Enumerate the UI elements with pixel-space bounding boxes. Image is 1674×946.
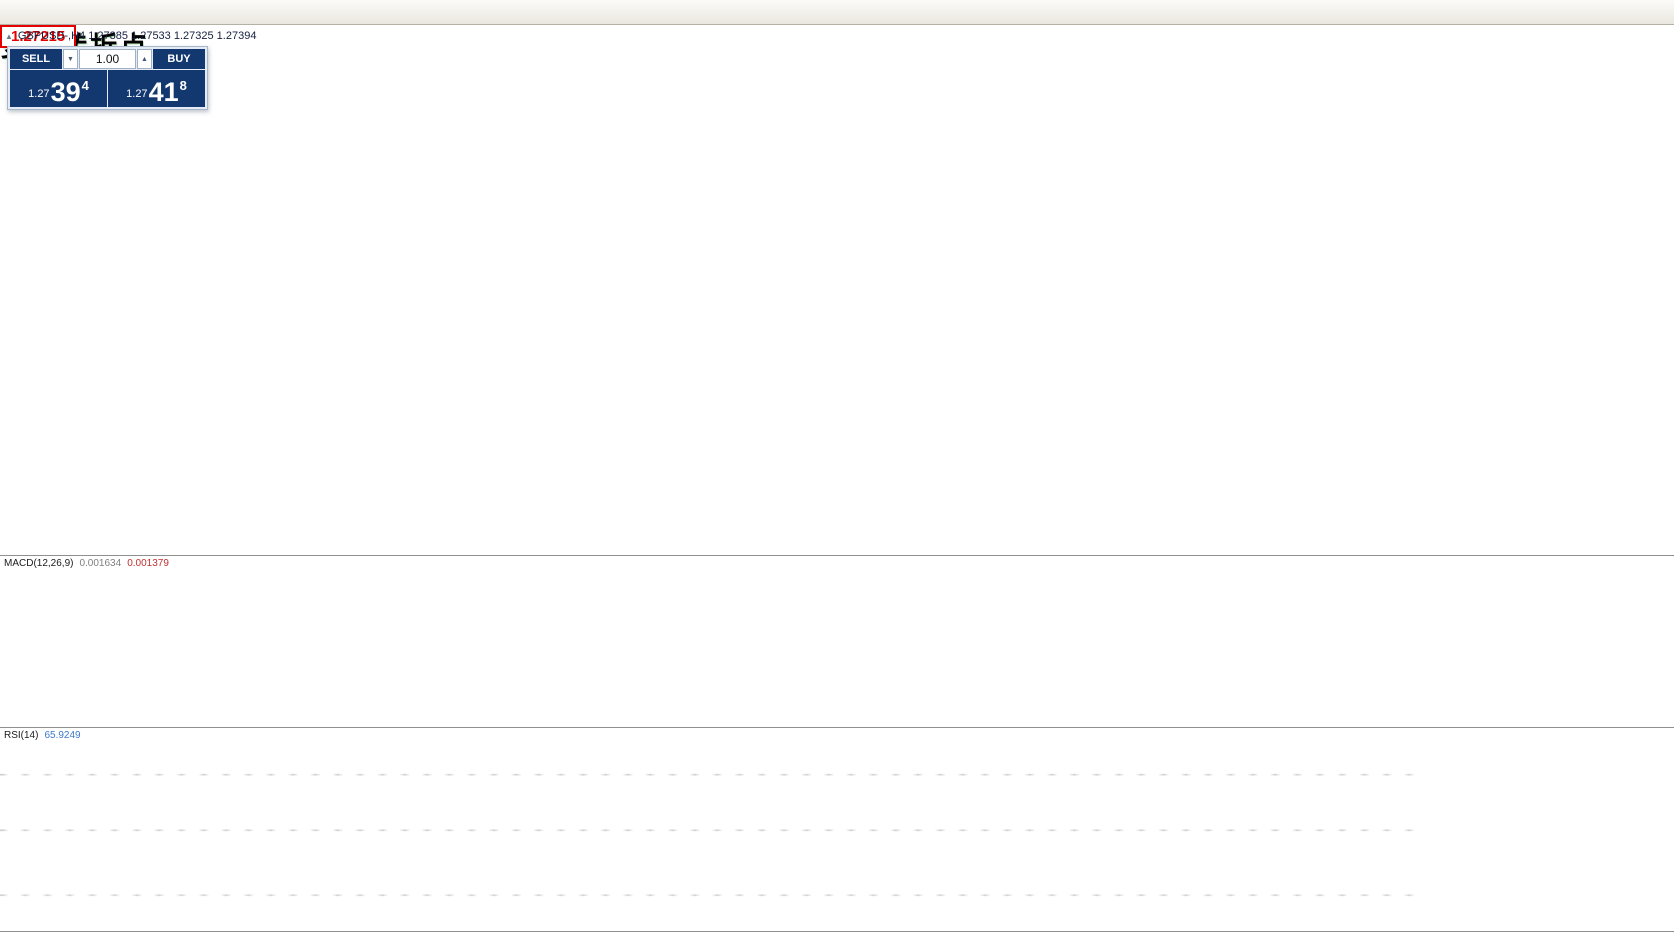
buy-button[interactable]: BUY <box>153 49 205 69</box>
buy-price-big: 41 <box>148 77 179 107</box>
volume-decrease-button[interactable]: ▼ <box>63 49 78 69</box>
rsi-value: 65.9249 <box>44 730 81 741</box>
macd-label: MACD(12,26,9) <box>4 558 74 569</box>
volume-input[interactable]: 1.00 <box>79 49 136 69</box>
buy-price-sup: 8 <box>179 78 187 93</box>
macd-header: MACD(12,26,9) 0.001634 0.001379 <box>4 558 169 569</box>
volume-increase-button[interactable]: ▲ <box>137 49 152 69</box>
sell-price-prefix: 1.27 <box>28 88 50 100</box>
time-axis[interactable] <box>0 931 1674 946</box>
buy-price-prefix: 1.27 <box>126 88 148 100</box>
macd-value-signal: 0.001379 <box>127 558 169 569</box>
macd-value-main: 0.001634 <box>79 558 122 569</box>
sell-price-big: 39 <box>50 77 81 107</box>
sell-price-display[interactable]: 1.27 39 4 <box>10 70 107 107</box>
one-click-trading-panel: SELL ▼ 1.00 ▲ BUY 1.27 39 4 1.27 41 8 <box>7 46 208 110</box>
chart-header: ▲ GBPUSD-,H4 1.27385 1.27533 1.27325 1.2… <box>5 30 256 42</box>
rsi-label: RSI(14) <box>4 730 39 741</box>
buy-price-display[interactable]: 1.27 41 8 <box>108 70 205 107</box>
macd-indicator-panel: MACD(12,26,9) 0.001634 0.001379 <box>0 555 1674 727</box>
macd-canvas[interactable] <box>0 556 1674 727</box>
chart-ohlc-title: GBPUSD-,H4 1.27385 1.27533 1.27325 1.273… <box>17 30 257 42</box>
rsi-indicator-panel: RSI(14) 65.9249 <box>0 727 1674 931</box>
rsi-header: RSI(14) 65.9249 <box>4 730 81 741</box>
rsi-canvas[interactable] <box>0 728 1674 931</box>
one-click-collapse-icon[interactable]: ▲ <box>5 31 13 41</box>
sell-price-sup: 4 <box>81 78 89 93</box>
price-chart-canvas[interactable] <box>0 25 1674 555</box>
main-toolbar <box>0 0 1674 25</box>
price-chart-panel: ▲ GBPUSD-,H4 1.27385 1.27533 1.27325 1.2… <box>0 25 1674 555</box>
sell-button[interactable]: SELL <box>10 49 62 69</box>
